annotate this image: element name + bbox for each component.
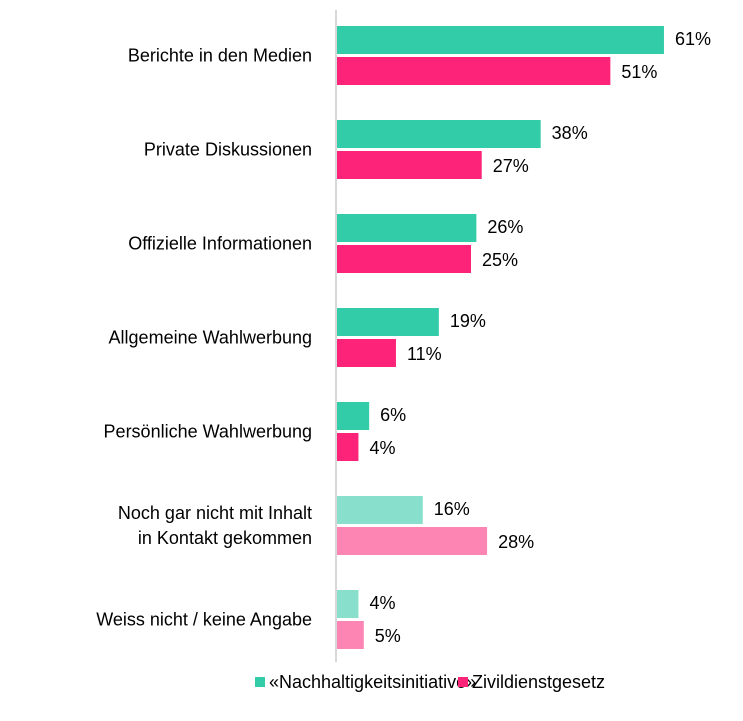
category-label: Allgemeine Wahlwerbung — [108, 327, 312, 347]
bar — [337, 151, 482, 179]
value-label: 51% — [621, 62, 657, 82]
bar — [337, 245, 471, 273]
bar — [337, 433, 359, 461]
value-label: 26% — [487, 217, 523, 237]
bar — [337, 496, 423, 524]
bar — [337, 590, 359, 618]
bar — [337, 57, 611, 85]
value-label: 38% — [552, 123, 588, 143]
value-label: 4% — [369, 438, 395, 458]
value-label: 19% — [450, 311, 486, 331]
value-label: 27% — [493, 156, 529, 176]
bar — [337, 214, 477, 242]
value-label: 16% — [434, 499, 470, 519]
category-label: Berichte in den Medien — [127, 45, 312, 65]
bar — [337, 120, 541, 148]
category-label: Private Diskussionen — [143, 139, 312, 159]
legend-label: «Nachhaltigkeitsinitiative» — [269, 672, 476, 692]
category-label: Weiss nicht / keine Angabe — [96, 609, 312, 629]
value-label: 11% — [407, 344, 442, 364]
value-label: 61% — [675, 29, 711, 49]
value-label: 4% — [369, 593, 395, 613]
bar — [337, 339, 396, 367]
bar — [337, 621, 364, 649]
legend-label: Zivildienstgesetz — [472, 672, 605, 692]
value-label: 25% — [482, 250, 518, 270]
category-label: Noch gar nicht mit Inhalt in Kontakt gek… — [117, 502, 312, 548]
legend-swatch — [458, 677, 468, 687]
bar — [337, 308, 439, 336]
legend-swatch — [255, 677, 265, 687]
bar — [337, 26, 664, 54]
category-label: Persönliche Wahlwerbung — [103, 421, 312, 441]
value-label: 5% — [375, 626, 401, 646]
category-label: Offizielle Informationen — [128, 233, 312, 253]
bar — [337, 527, 488, 555]
bar — [337, 402, 370, 430]
value-label: 6% — [380, 405, 406, 425]
value-label: 28% — [498, 532, 534, 552]
